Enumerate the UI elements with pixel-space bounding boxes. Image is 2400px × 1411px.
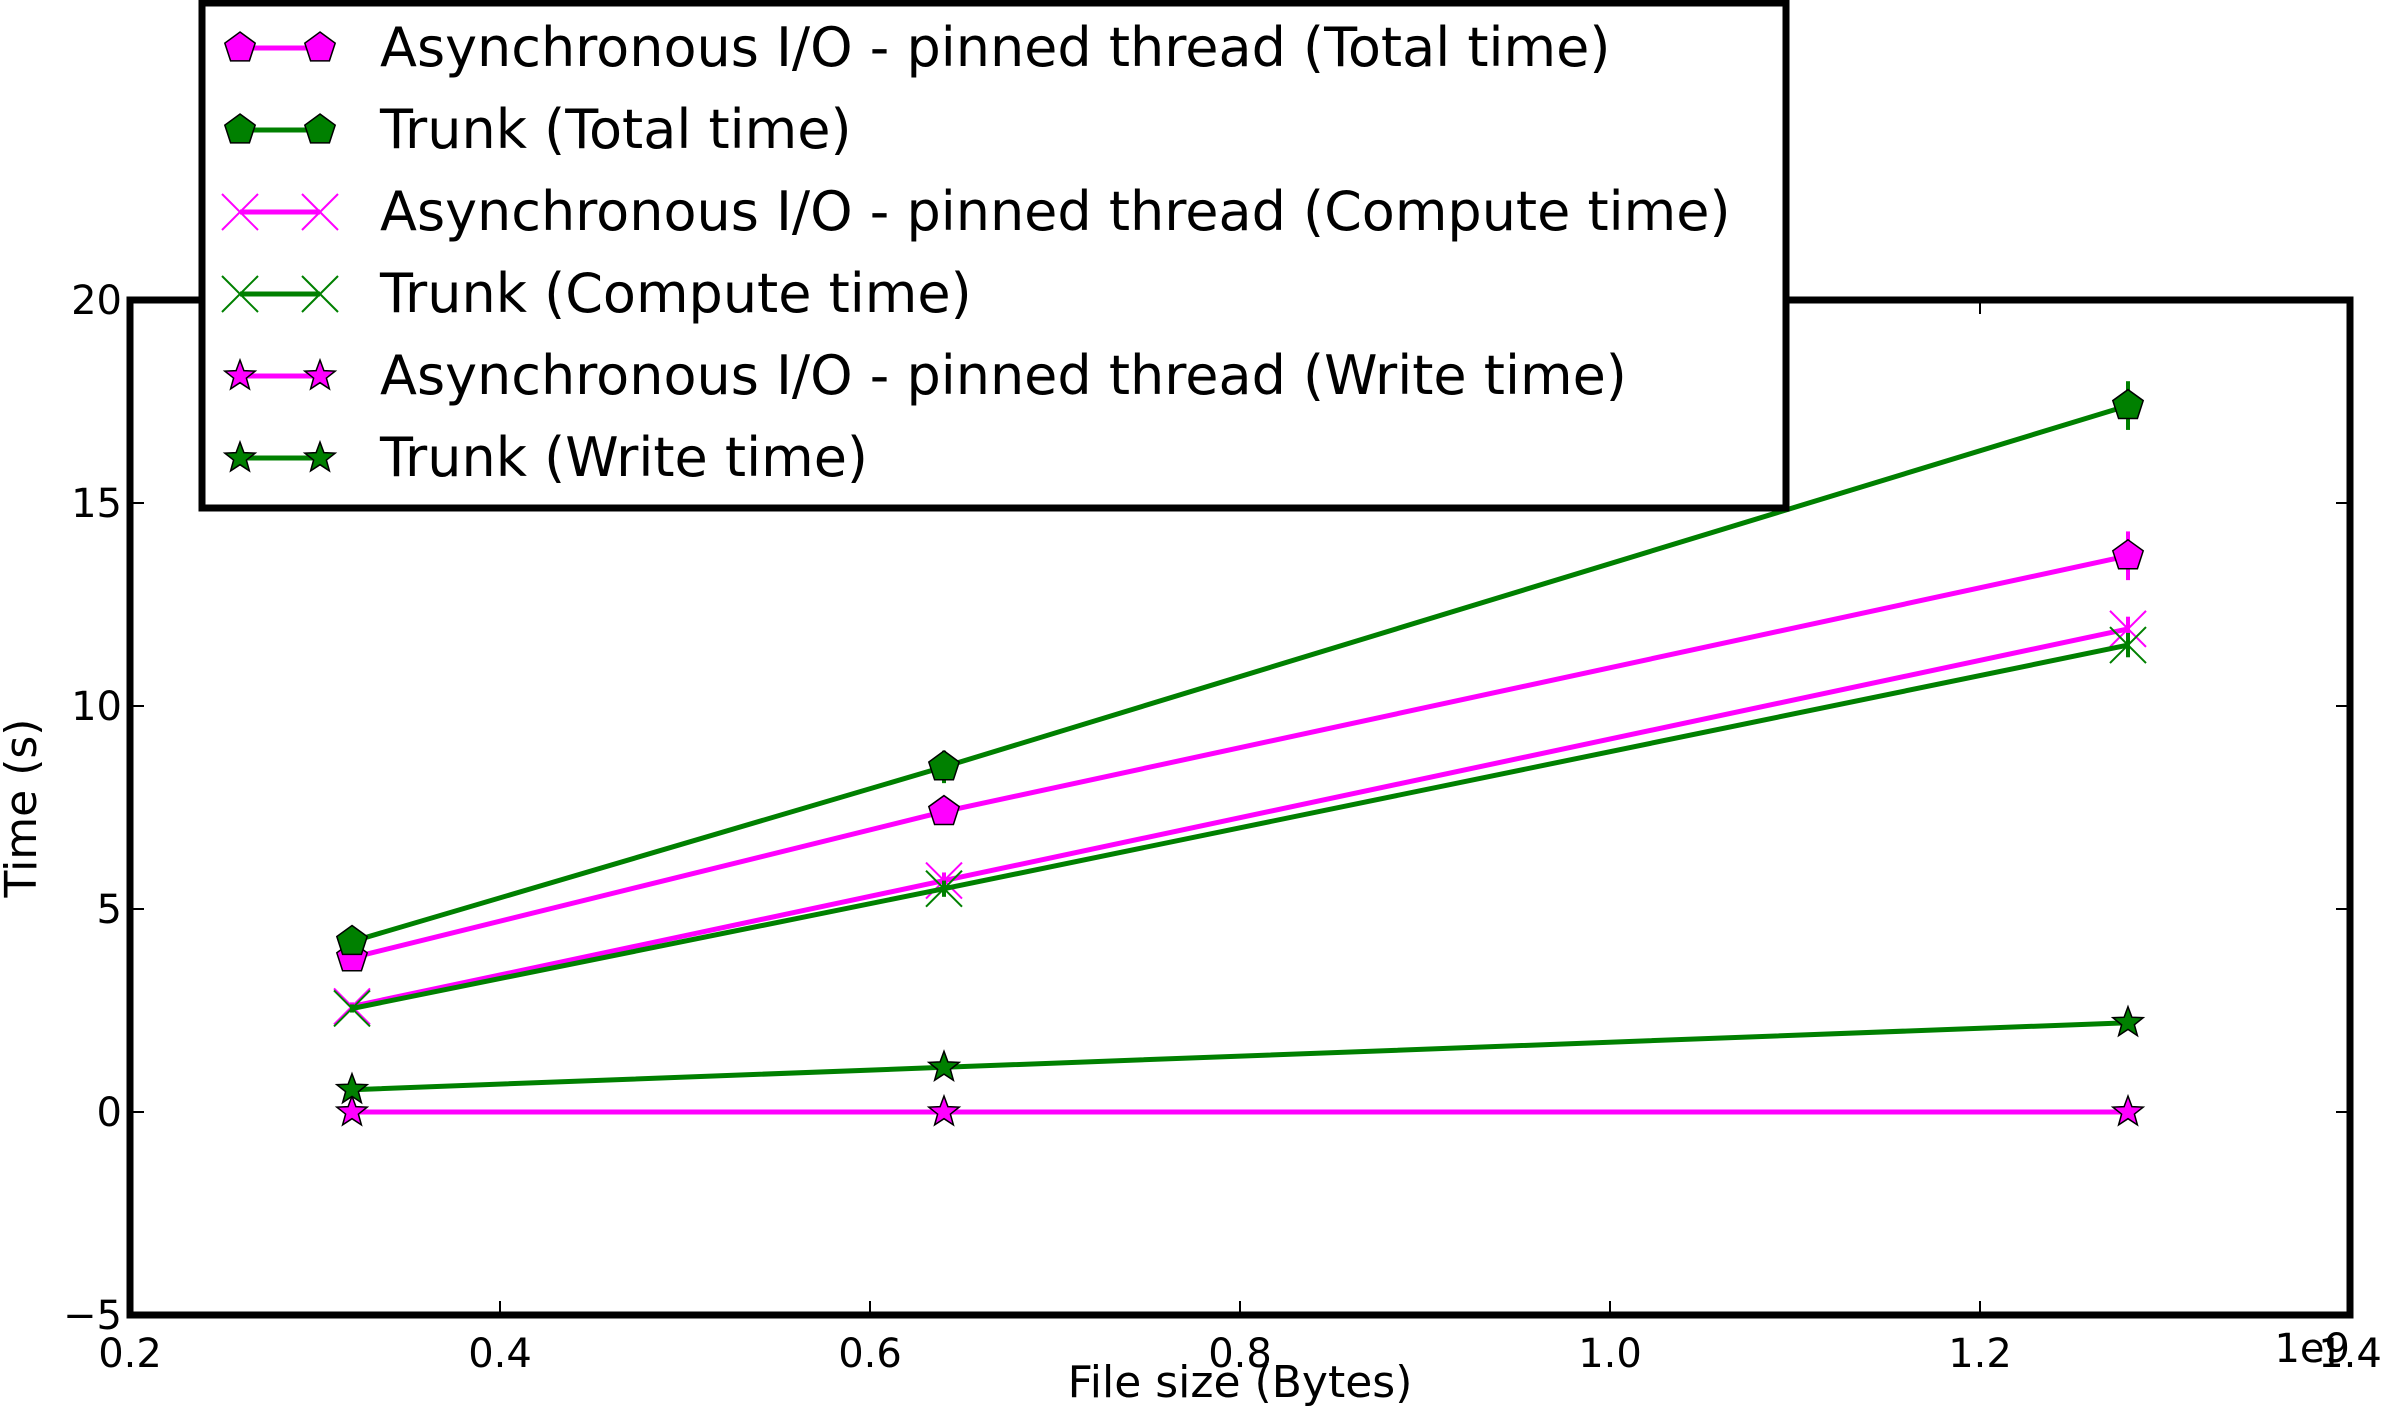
legend-item: Asynchronous I/O - pinned thread (Write … <box>222 344 1627 407</box>
data-point <box>223 113 257 144</box>
legend-label: Asynchronous I/O - pinned thread (Total … <box>380 16 1610 79</box>
legend-item: Trunk (Compute time) <box>221 262 972 325</box>
series <box>333 610 2147 1026</box>
data-point <box>926 1049 962 1083</box>
series <box>334 1004 2146 1105</box>
x-tick-label: 0.4 <box>468 1331 532 1377</box>
data-point <box>303 113 337 144</box>
marker-stroke <box>221 275 259 313</box>
x-tick-label: 1.2 <box>1948 1331 2012 1377</box>
y-tick-label: 15 <box>71 481 122 527</box>
data-point <box>221 275 259 313</box>
series-line <box>351 626 2129 1009</box>
data-point <box>222 357 258 391</box>
series <box>335 531 2145 972</box>
data-point <box>302 439 338 473</box>
data-point <box>334 1093 370 1127</box>
legend-label: Asynchronous I/O - pinned thread (Comput… <box>380 180 1731 243</box>
legend-item: Asynchronous I/O - pinned thread (Comput… <box>221 180 1731 243</box>
legend-item: Trunk (Total time) <box>223 98 852 161</box>
data-point <box>2109 610 2147 648</box>
series-layer <box>333 381 2147 1127</box>
series-line <box>351 642 2129 1011</box>
data-point <box>927 794 961 826</box>
x-offset-label: 1e9 <box>2274 1326 2350 1372</box>
legend-label: Trunk (Compute time) <box>379 262 972 325</box>
series <box>333 626 2147 1028</box>
data-point <box>301 193 339 231</box>
axis-ticks: 0.2 0.4 0.6 0.8 1.0 1.2 1.4 −5 0 5 10 15 20 <box>63 278 2382 1377</box>
x-tick-label: 0.8 <box>1208 1331 1272 1377</box>
data-point <box>925 869 963 908</box>
data-point <box>2109 626 2147 664</box>
data-point <box>223 31 257 62</box>
x-axis-label: File size (Bytes) <box>1068 1357 1413 1408</box>
y-tick-label: 10 <box>71 684 122 730</box>
y-tick-label: 5 <box>97 887 122 933</box>
data-point <box>2111 388 2145 420</box>
x-tick-label: 0.2 <box>98 1331 162 1377</box>
legend-item: Asynchronous I/O - pinned thread (Total … <box>223 16 1610 79</box>
legend-label: Trunk (Write time) <box>379 426 868 489</box>
data-point <box>2111 538 2145 570</box>
data-point <box>222 439 258 473</box>
legend: Asynchronous I/O - pinned thread (Total … <box>198 0 1790 512</box>
data-point <box>333 989 371 1028</box>
data-point <box>334 1071 370 1105</box>
y-tick-label: 0 <box>97 1090 122 1136</box>
marker-stroke <box>2109 610 2147 648</box>
marker-stroke <box>333 989 371 1028</box>
series-line <box>351 553 2129 961</box>
legend-item: Trunk (Write time) <box>222 426 868 489</box>
data-point <box>2110 1004 2146 1038</box>
data-point <box>301 275 339 313</box>
x-tick-label: 1.4 <box>2318 1331 2382 1377</box>
series-line <box>351 1020 2129 1093</box>
legend-label: Asynchronous I/O - pinned thread (Write … <box>380 344 1627 407</box>
y-axis-label: Time (s) <box>0 719 47 899</box>
data-point <box>302 357 338 391</box>
marker-stroke <box>925 869 963 908</box>
data-point <box>335 924 369 956</box>
y-tick-label: 20 <box>71 278 122 324</box>
marker-stroke <box>301 193 339 231</box>
series <box>334 1093 2146 1127</box>
data-point <box>221 193 259 231</box>
legend-frame <box>198 0 1790 512</box>
marker-stroke <box>221 193 259 231</box>
y-tick-label: −5 <box>63 1293 122 1339</box>
marker-stroke <box>301 275 339 313</box>
x-tick-label: 0.6 <box>838 1331 902 1377</box>
data-point <box>927 749 961 781</box>
legend-label: Trunk (Total time) <box>379 98 852 161</box>
series <box>335 381 2145 956</box>
data-point <box>926 1093 962 1127</box>
marker-stroke <box>2109 626 2147 664</box>
data-point <box>2110 1093 2146 1127</box>
x-tick-label: 1.0 <box>1578 1331 1642 1377</box>
data-point <box>303 31 337 62</box>
